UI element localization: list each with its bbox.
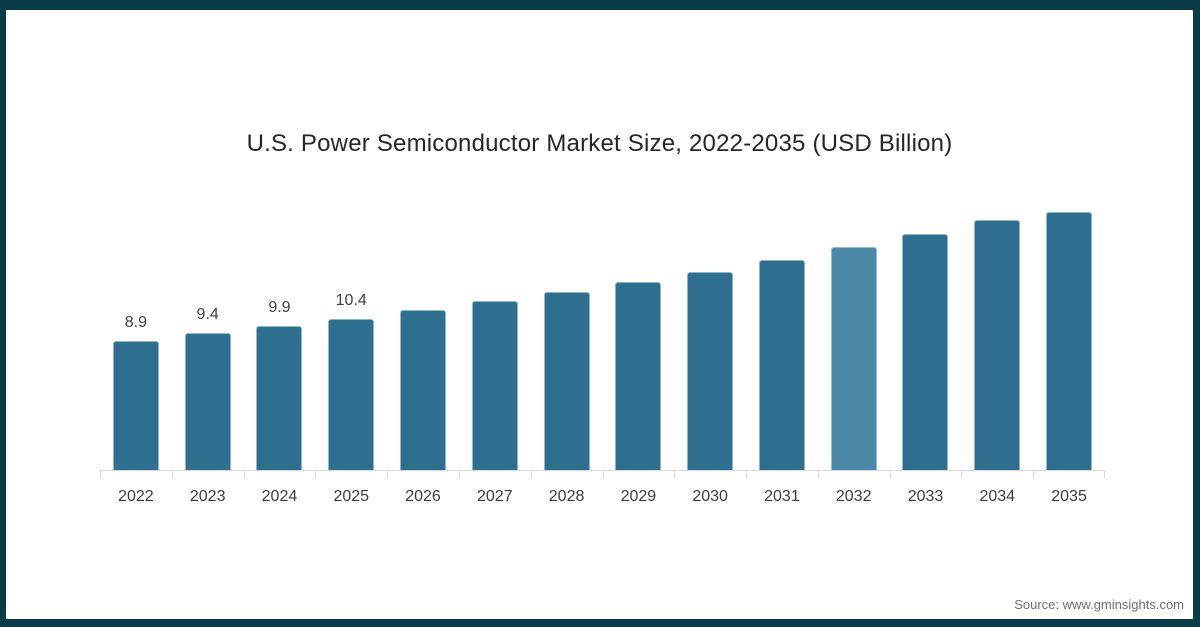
axis-tick bbox=[531, 470, 532, 478]
bar-2029 bbox=[615, 282, 662, 470]
x-tick-label-2032: 2032 bbox=[835, 488, 872, 505]
x-tick-label-2025: 2025 bbox=[333, 488, 370, 505]
value-label-2024: 9.9 bbox=[268, 299, 291, 316]
bar-chart-plot-area: 8.9 9.4 9.9 10.4 bbox=[100, 203, 1105, 470]
x-tick-label-2023: 2023 bbox=[189, 488, 226, 505]
bar-column-2033 bbox=[890, 203, 962, 470]
x-tick-label-2031: 2031 bbox=[764, 488, 800, 505]
bar-column-2022: 8.9 bbox=[100, 203, 172, 470]
bar-column-2027 bbox=[459, 203, 531, 470]
x-tick-label-2035: 2035 bbox=[1051, 488, 1087, 505]
bar-column-2023: 9.4 bbox=[172, 203, 244, 470]
source-credit: Source: www.gminsights.com bbox=[1014, 597, 1184, 612]
bar-2032 bbox=[830, 247, 877, 470]
bar-2028 bbox=[543, 292, 590, 470]
axis-tick bbox=[459, 470, 460, 478]
axis-tick bbox=[603, 470, 604, 478]
x-axis-line bbox=[100, 470, 1105, 471]
bar-2034 bbox=[974, 220, 1021, 470]
bar-2026 bbox=[400, 310, 447, 470]
bar-column-2026 bbox=[387, 203, 459, 470]
x-tick-label-2027: 2027 bbox=[477, 488, 513, 505]
bar-2027 bbox=[471, 301, 518, 470]
x-tick-label-2029: 2029 bbox=[620, 488, 657, 505]
bar-2025 bbox=[328, 319, 375, 470]
bar-2023 bbox=[184, 333, 231, 470]
x-tick-label-2022: 2022 bbox=[118, 488, 154, 505]
bar-column-2032 bbox=[818, 203, 890, 470]
bar-column-2035 bbox=[1033, 203, 1105, 470]
bar-column-2024: 9.9 bbox=[244, 203, 316, 470]
bar-2022 bbox=[112, 341, 159, 470]
x-tick-label-2026: 2026 bbox=[405, 488, 441, 505]
chart-canvas: U.S. Power Semiconductor Market Size, 20… bbox=[6, 10, 1193, 619]
axis-tick bbox=[244, 470, 245, 478]
x-tick-label-2030: 2030 bbox=[692, 488, 728, 505]
x-tick-label-2024: 2024 bbox=[261, 488, 298, 505]
bar-2035 bbox=[1046, 212, 1093, 470]
chart-title: U.S. Power Semiconductor Market Size, 20… bbox=[246, 130, 953, 157]
axis-tick bbox=[1033, 470, 1034, 478]
axis-tick bbox=[961, 470, 962, 478]
axis-tick bbox=[1104, 470, 1105, 478]
axis-tick bbox=[890, 470, 891, 478]
x-axis-ticks bbox=[100, 470, 1105, 478]
bar-column-2029 bbox=[602, 203, 674, 470]
axis-tick bbox=[746, 470, 747, 478]
bar-2033 bbox=[902, 234, 949, 470]
axis-tick bbox=[172, 470, 173, 478]
axis-tick bbox=[818, 470, 819, 478]
axis-tick bbox=[387, 470, 388, 478]
x-tick-label-2028: 2028 bbox=[548, 488, 585, 505]
value-label-2025: 10.4 bbox=[335, 292, 367, 309]
x-tick-label-2033: 2033 bbox=[907, 488, 944, 505]
bar-2030 bbox=[687, 272, 734, 470]
value-label-2023: 9.4 bbox=[196, 306, 219, 323]
axis-tick bbox=[100, 470, 101, 478]
axis-tick bbox=[315, 470, 316, 478]
bar-column-2031 bbox=[746, 203, 818, 470]
x-tick-label-2034: 2034 bbox=[979, 488, 1016, 505]
bar-column-2030 bbox=[674, 203, 746, 470]
bar-column-2028 bbox=[531, 203, 603, 470]
bar-column-2025: 10.4 bbox=[315, 203, 387, 470]
axis-tick bbox=[674, 470, 675, 478]
bar-2024 bbox=[256, 326, 303, 470]
x-axis-labels: 2022 2023 2024 2025 2026 2027 2028 2029 2030 2031… bbox=[100, 488, 1105, 506]
bar-2031 bbox=[758, 260, 805, 470]
bar-column-2034 bbox=[961, 203, 1033, 470]
value-label-2022: 8.9 bbox=[124, 314, 148, 331]
